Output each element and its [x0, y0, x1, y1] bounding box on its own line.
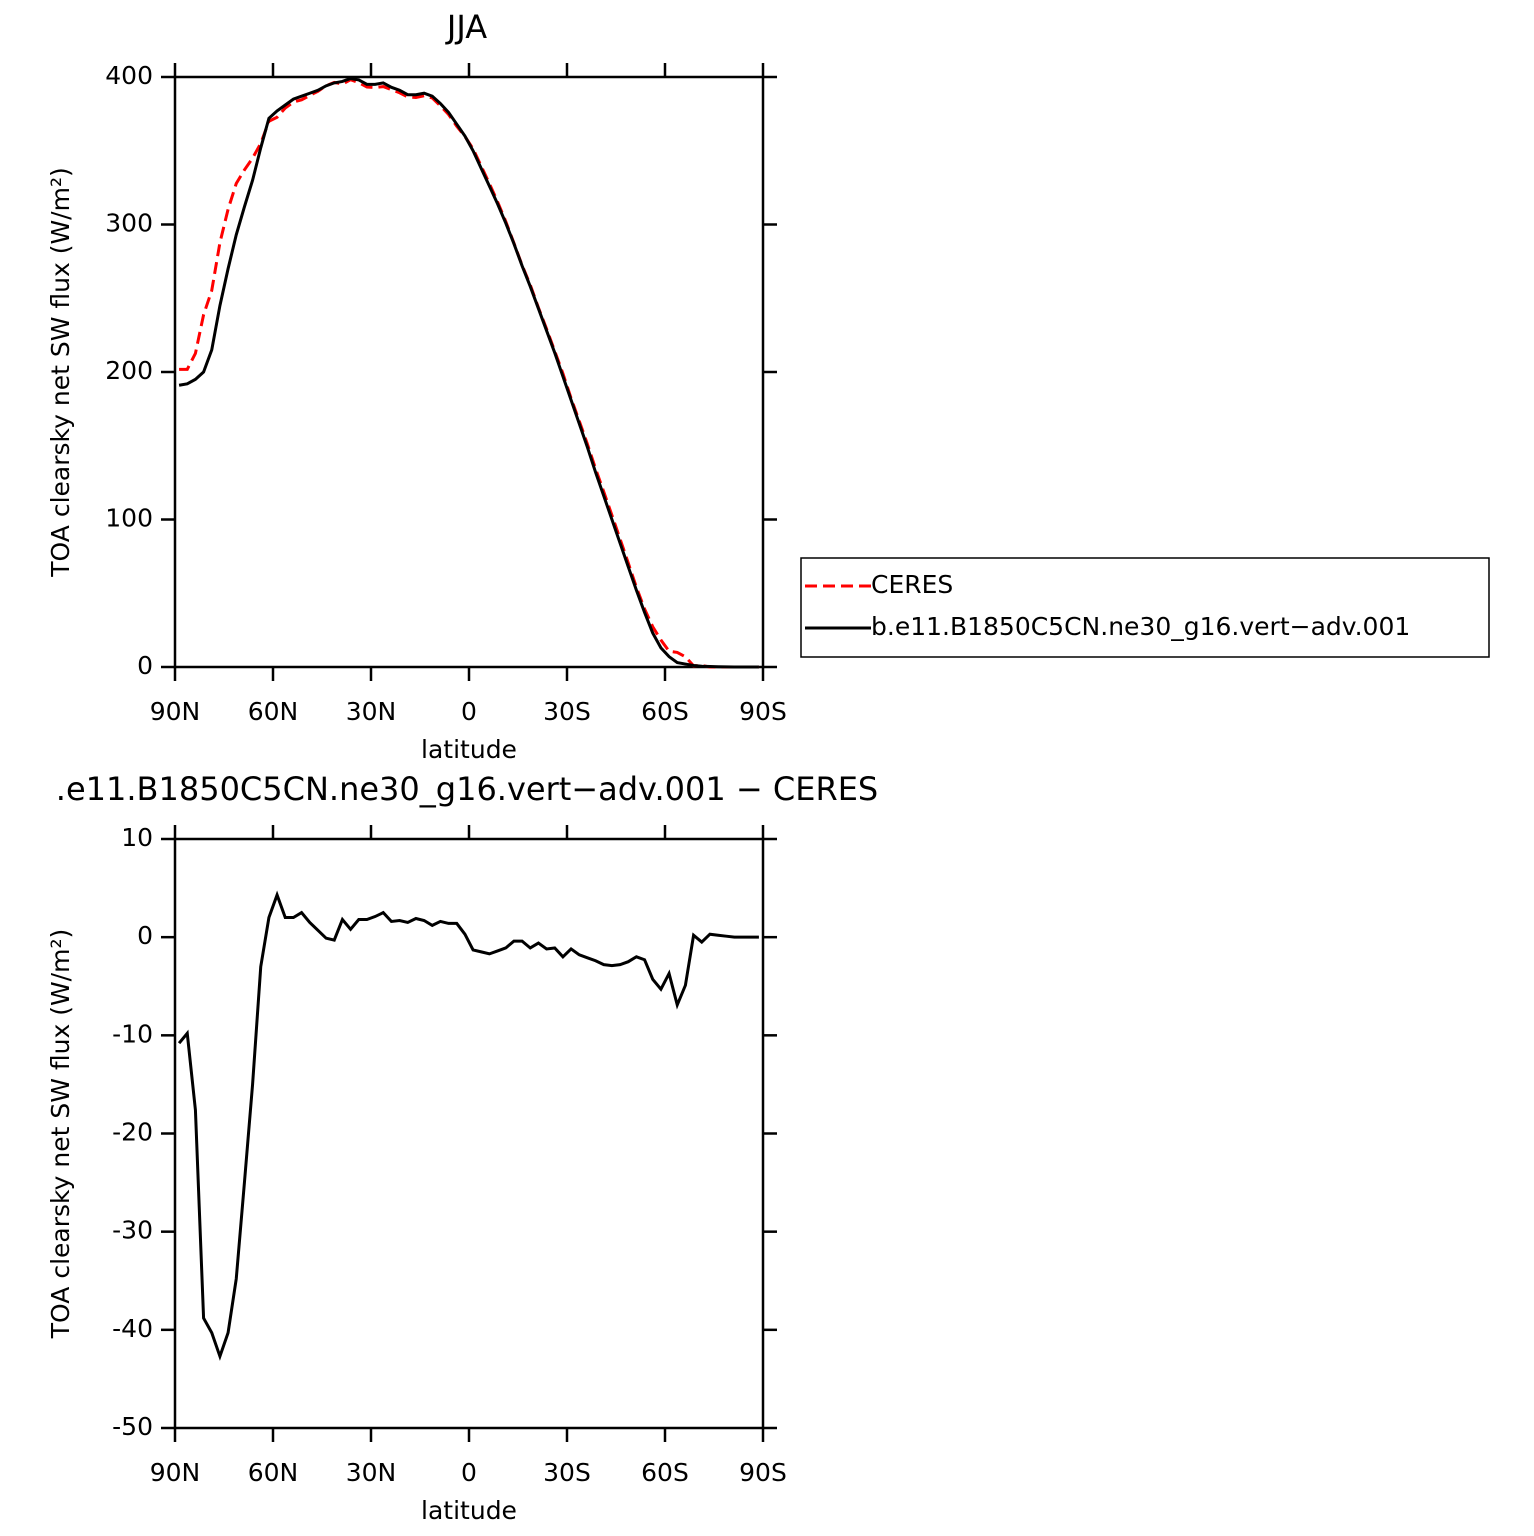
x-tick-label: 30S — [543, 697, 591, 726]
x-tick-label: 0 — [461, 697, 477, 726]
chart-title: .e11.B1850C5CN.ne30_g16.vert−adv.001 − C… — [56, 770, 878, 808]
y-tick-label: 400 — [105, 61, 153, 90]
x-tick-label: 90N — [150, 697, 201, 726]
x-axis-label: latitude — [421, 1496, 517, 1525]
x-tick-label: 0 — [461, 1458, 477, 1487]
y-tick-label: 200 — [105, 356, 153, 385]
x-tick-label: 90S — [739, 697, 787, 726]
data-line — [178, 76, 759, 669]
legend-label: b.e11.B1850C5CN.ne30_g16.vert−adv.001 — [871, 612, 1410, 641]
y-tick-label: -30 — [112, 1216, 153, 1245]
x-tick-label: 60N — [248, 697, 299, 726]
x-tick-label: 30S — [543, 1458, 591, 1487]
y-tick-label: 10 — [121, 823, 153, 852]
chart-title: JJA — [445, 8, 487, 46]
y-tick-label: 100 — [105, 504, 153, 533]
y-tick-label: -20 — [112, 1118, 153, 1147]
y-tick-label: 0 — [137, 921, 153, 950]
x-tick-label: 30N — [346, 697, 397, 726]
data-line — [177, 890, 759, 1361]
x-tick-label: 60S — [641, 697, 689, 726]
y-tick-label: 0 — [137, 651, 153, 680]
x-axis-label: latitude — [421, 735, 517, 764]
x-tick-label: 60S — [641, 1458, 689, 1487]
y-tick-label: -10 — [112, 1019, 153, 1048]
y-axis-label: TOA clearsky net SW flux (W/m²) — [46, 929, 75, 1339]
x-tick-label: 30N — [346, 1458, 397, 1487]
x-tick-label: 90S — [739, 1458, 787, 1487]
legend-label: CERES — [871, 570, 953, 599]
y-tick-label: -50 — [112, 1412, 153, 1441]
data-line — [179, 78, 759, 669]
y-tick-label: 300 — [105, 209, 153, 238]
plot-frame — [173, 837, 765, 1430]
y-tick-label: -40 — [112, 1314, 153, 1343]
legend-box — [800, 557, 1490, 658]
legend: CERES b.e11.B1850C5CN.ne30_g16.vert−adv.0… — [800, 557, 1490, 658]
y-axis-label: TOA clearsky net SW flux (W/m²) — [46, 167, 75, 577]
x-tick-label: 60N — [248, 1458, 299, 1487]
plot-frame — [173, 75, 765, 669]
x-tick-label: 90N — [150, 1458, 201, 1487]
